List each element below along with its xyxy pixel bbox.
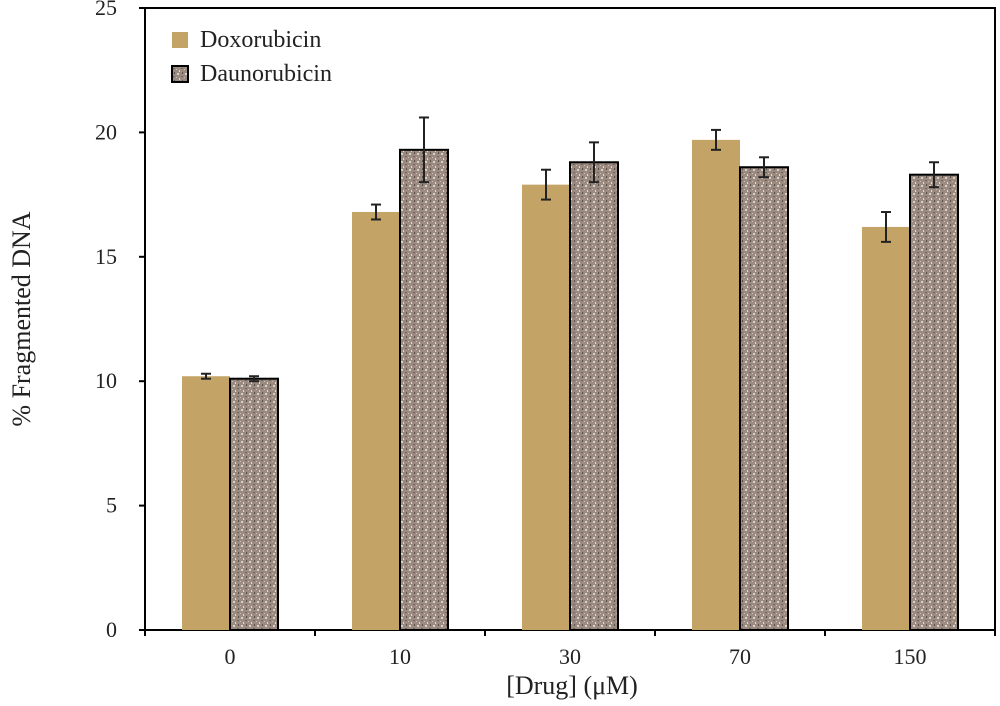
y-tick-label: 0: [106, 617, 117, 642]
bar-doxorubicin-150: [862, 226, 910, 630]
error-bar-doxorubicin-70: [711, 128, 721, 151]
legend-swatch-doxorubicin: [172, 32, 188, 48]
bar-doxorubicin-70: [692, 139, 740, 630]
x-tick-label: 10: [389, 644, 411, 669]
x-tick-label: 150: [894, 644, 927, 669]
bar-daunorubicin-10: [399, 148, 449, 631]
bar-doxorubicin-10: [352, 212, 400, 631]
bar-daunorubicin-0: [229, 377, 279, 631]
bar-doxorubicin-0: [182, 376, 230, 630]
y-tick-label: 10: [95, 368, 117, 393]
x-tick-label: 70: [729, 644, 751, 669]
x-axis-title: [Drug] (μM): [506, 671, 638, 700]
x-tick-label: 30: [559, 644, 581, 669]
error-bar-daunorubicin-0: [249, 375, 259, 383]
error-bar-daunorubicin-10: [419, 116, 429, 184]
y-axis-title: % Fragmented DNA: [7, 211, 36, 426]
bar-daunorubicin-30: [569, 161, 619, 631]
x-tick-label: 0: [225, 644, 236, 669]
y-tick-label: 25: [95, 0, 117, 20]
error-bar-doxorubicin-10: [371, 203, 381, 221]
y-tick-label: 20: [95, 119, 117, 144]
legend: Doxorubicin Daunorubicin: [171, 27, 332, 87]
error-bar-doxorubicin-30: [541, 168, 551, 201]
bar-daunorubicin-150: [909, 173, 959, 631]
bar-doxorubicin-30: [522, 184, 570, 630]
bar-daunorubicin-70: [739, 166, 789, 631]
y-tick-label: 5: [106, 493, 117, 518]
error-bar-doxorubicin-0: [201, 372, 211, 380]
error-bar-daunorubicin-30: [589, 141, 599, 184]
legend-label-daunorubicin: Daunorubicin: [200, 61, 332, 87]
error-bar-daunorubicin-150: [929, 161, 939, 189]
error-bar-doxorubicin-150: [881, 211, 891, 243]
y-tick-label: 15: [95, 244, 117, 269]
legend-swatch-daunorubicin: [171, 65, 189, 83]
error-bar-daunorubicin-70: [759, 156, 769, 179]
legend-label-doxorubicin: Doxorubicin: [200, 27, 321, 53]
